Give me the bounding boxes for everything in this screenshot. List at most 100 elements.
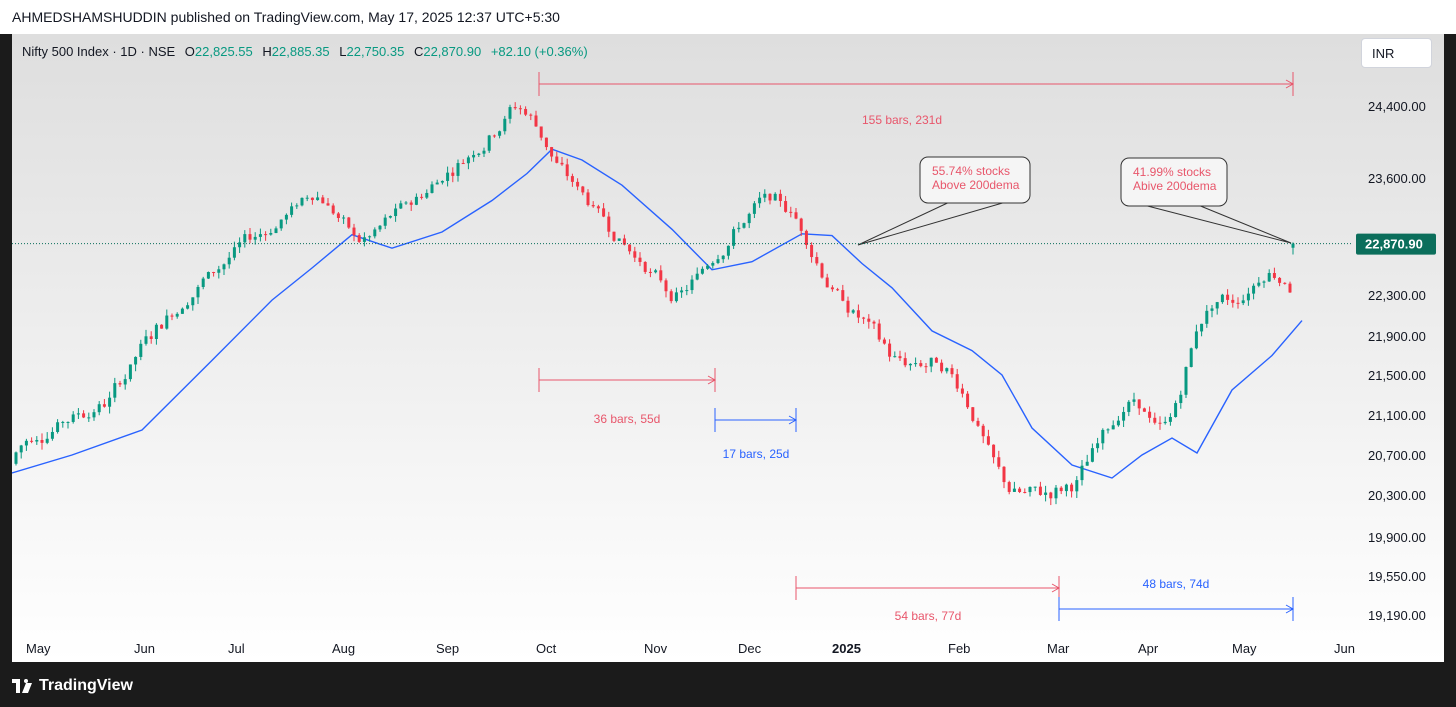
candle [248,227,252,244]
candle [269,228,273,236]
candle [794,208,798,220]
candle [1111,420,1115,430]
measure-range[interactable]: 54 bars, 77d [795,576,1061,623]
measure-label: 54 bars, 77d [895,609,962,623]
time-tick-label: Aug [332,641,355,656]
callout-line-1: 55.74% stocks [932,164,1010,178]
candle [232,241,236,261]
candle [1257,277,1261,288]
candle [1075,476,1079,499]
candle [945,367,949,374]
candle [368,235,372,242]
candle [1038,481,1042,496]
candle [674,287,678,303]
candle [752,201,756,219]
candle [1278,277,1282,287]
candle [1122,406,1126,427]
candle [264,231,268,241]
candle [1080,460,1084,486]
candle [461,159,465,165]
candle [446,166,450,187]
candle [726,245,730,260]
candle [1142,407,1146,412]
candle [1101,428,1105,450]
candle-last [1291,242,1295,255]
candle [638,252,642,267]
legend-low: 22,750.35 [346,44,404,59]
candle [862,316,866,324]
candle [222,263,226,275]
candle [394,203,398,222]
time-tick-label: May [1232,641,1257,656]
candle [742,222,746,229]
candle [274,226,278,234]
candle [253,232,257,245]
candle [76,408,80,420]
candle [430,181,434,194]
measure-range[interactable]: 155 bars, 231d [538,72,1295,127]
candle [711,261,715,269]
price-chart[interactable]: 155 bars, 231d 36 bars, 55d 17 bars, 25d 54… [12,34,1444,662]
candle [524,106,528,117]
candle [1236,297,1240,309]
candle [1007,480,1011,495]
time-tick-label: Jun [134,641,155,656]
candle [206,271,210,279]
candle [425,189,429,199]
candle [778,189,782,207]
candle [472,150,476,162]
candle [664,278,668,298]
legend-low-label: L [339,44,346,59]
candle [1179,390,1183,409]
candle [347,216,351,229]
footer-bar: TradingView [0,662,1456,707]
tradingview-brand[interactable]: TradingView [12,676,133,696]
candle [154,323,158,345]
ema-layer [12,148,1303,479]
candle [830,285,834,292]
candle [139,339,143,361]
candle [1200,323,1204,337]
candle [290,202,294,218]
currency-button[interactable]: INR [1361,38,1432,68]
chart-frame[interactable]: 155 bars, 231d 36 bars, 55d 17 bars, 25d 54… [12,34,1444,662]
candle [300,197,304,207]
candle [383,214,387,230]
candle [170,313,174,321]
measure-range[interactable]: 48 bars, 74d [1058,577,1295,621]
candle [628,244,632,255]
candle [61,420,65,428]
candle [1288,281,1292,293]
candle [482,147,486,158]
candle [659,265,663,283]
candle [1168,413,1172,426]
candle [560,156,564,166]
candle [310,197,314,205]
tradingview-logo-icon [12,679,34,693]
price-tick-label: 24,400.00 [1368,99,1426,114]
measure-range[interactable]: 17 bars, 25d [714,408,798,461]
candle [279,219,283,231]
candle [877,319,881,342]
time-axis[interactable]: May Jun Jul Aug Sep Oct Nov Dec 2025 Feb Mar Apr May… [26,641,1355,656]
candle [399,200,403,210]
price-tick-label: 21,100.00 [1368,408,1426,423]
candle [1215,301,1219,315]
candle [986,429,990,446]
candle [695,267,699,281]
measure-range[interactable]: 36 bars, 55d [538,368,717,426]
candle [846,296,850,318]
price-axis[interactable]: 24,400.00 23,600.00 22,300.00 21,900.00 21,5… [1356,99,1436,623]
candle [903,352,907,368]
candle [440,180,444,185]
candle [747,212,751,229]
candle [1106,428,1110,434]
candle [24,438,28,451]
candle [1246,287,1250,306]
candle [1018,486,1022,494]
candle [576,178,580,191]
candle [976,417,980,428]
candle [981,423,985,444]
